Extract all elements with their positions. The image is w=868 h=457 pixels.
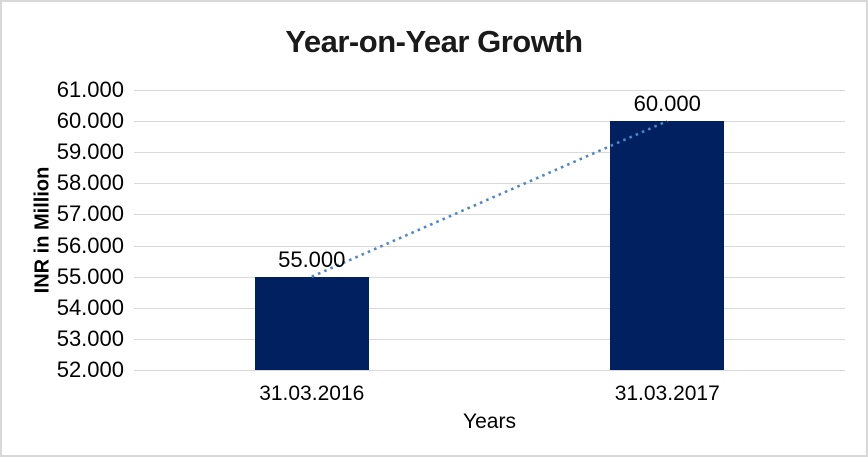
gridline bbox=[134, 121, 845, 123]
y-tick-label: 55.000 bbox=[56, 263, 124, 289]
gridline bbox=[134, 183, 845, 185]
y-tick-label: 61.000 bbox=[56, 77, 124, 102]
bar-31.03.2017 bbox=[610, 121, 725, 370]
gridline bbox=[134, 214, 845, 216]
y-tick-label: 52.000 bbox=[56, 357, 124, 382]
bar-31.03.2016 bbox=[254, 276, 369, 370]
y-tick-label: 56.000 bbox=[56, 232, 124, 258]
x-tick-label: 31.03.2017 bbox=[614, 382, 720, 405]
trendline bbox=[311, 119, 668, 278]
plot-area: 55.000 60.000 bbox=[134, 90, 845, 371]
y-tick-label: 60.000 bbox=[56, 108, 124, 134]
gridline bbox=[134, 152, 845, 154]
gridline bbox=[134, 245, 845, 247]
y-tick-label: 58.000 bbox=[56, 170, 124, 196]
x-tick-label: 31.03.2016 bbox=[259, 382, 365, 405]
y-tick-label: 54.000 bbox=[56, 294, 124, 320]
x-axis-title: Years bbox=[463, 410, 516, 433]
gridline bbox=[134, 276, 845, 278]
gridline bbox=[134, 338, 845, 340]
gridline bbox=[134, 307, 845, 309]
y-tick-label: 59.000 bbox=[56, 139, 124, 165]
gridline bbox=[134, 370, 845, 371]
y-tick-label: 53.000 bbox=[56, 325, 124, 351]
bar-value-label: 60.000 bbox=[633, 91, 701, 117]
y-tick-label: 57.000 bbox=[56, 201, 124, 227]
bar-value-label: 55.000 bbox=[278, 246, 346, 272]
chart-title: Year-on-Year Growth bbox=[285, 24, 583, 59]
gridline bbox=[134, 90, 845, 91]
